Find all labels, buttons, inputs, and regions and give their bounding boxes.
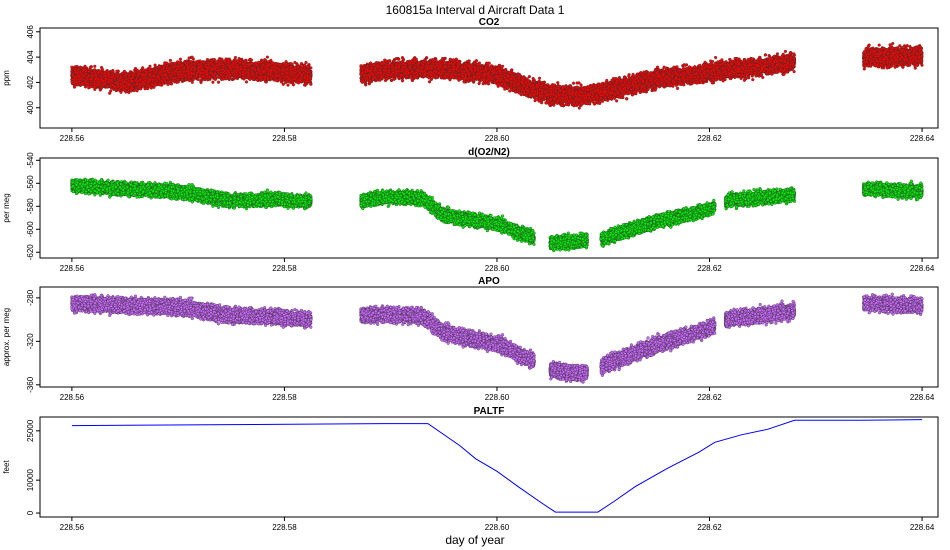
- x-axis-label: day of year: [445, 533, 504, 547]
- figure-title: 160815a Interval d Aircraft Data 1: [386, 3, 565, 17]
- co2-data: [71, 42, 924, 109]
- co2-y-label: ppm: [2, 70, 11, 86]
- figure: 160815a Interval d Aircraft Data 1 day o…: [0, 0, 950, 550]
- co2-title: CO2: [479, 17, 500, 28]
